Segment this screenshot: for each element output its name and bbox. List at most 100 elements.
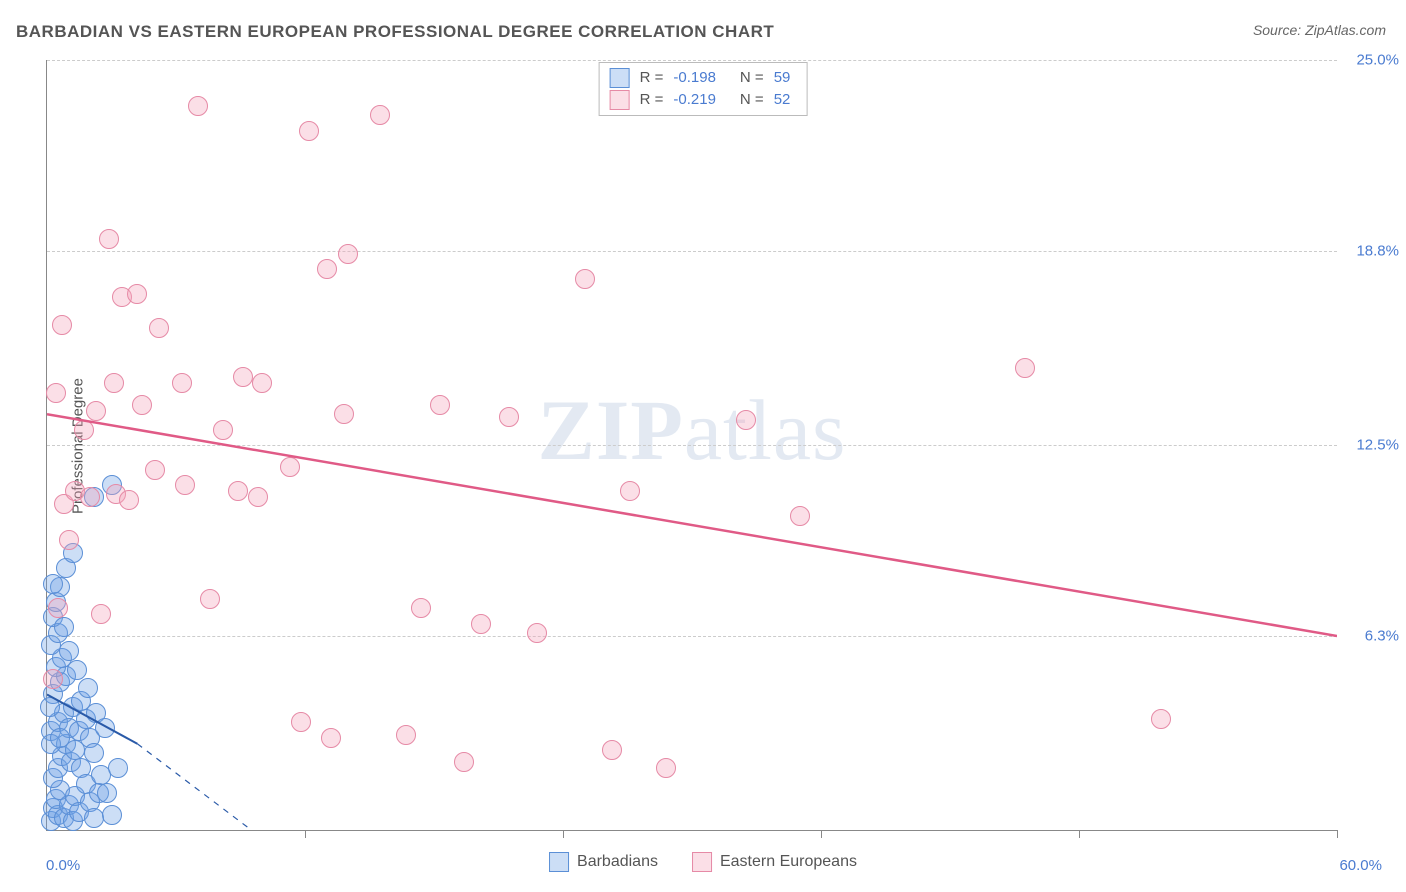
- legend-r-value: -0.198: [673, 67, 716, 89]
- data-point: [132, 395, 152, 415]
- x-axis-min-label: 0.0%: [46, 857, 80, 874]
- data-point: [48, 598, 68, 618]
- legend-n-label: N =: [740, 89, 764, 111]
- y-tick-label: 18.8%: [1356, 242, 1399, 259]
- series-legend-item: Barbadians: [549, 852, 658, 872]
- data-point: [656, 758, 676, 778]
- data-point: [102, 805, 122, 825]
- x-tick: [563, 830, 564, 838]
- data-point: [40, 697, 60, 717]
- gridline: [47, 251, 1337, 252]
- data-point: [790, 506, 810, 526]
- data-point: [78, 678, 98, 698]
- y-tick-label: 6.3%: [1365, 627, 1399, 644]
- series-name: Barbadians: [577, 853, 658, 871]
- watermark-zip: ZIP: [538, 382, 684, 478]
- y-tick-label: 25.0%: [1356, 52, 1399, 69]
- data-point: [200, 589, 220, 609]
- data-point: [145, 460, 165, 480]
- data-point: [454, 752, 474, 772]
- x-tick: [821, 830, 822, 838]
- data-point: [370, 105, 390, 125]
- data-point: [213, 420, 233, 440]
- gridline: [47, 445, 1337, 446]
- data-point: [188, 96, 208, 116]
- watermark-atlas: atlas: [684, 382, 847, 478]
- data-point: [50, 728, 70, 748]
- data-point: [280, 457, 300, 477]
- data-point: [74, 420, 94, 440]
- legend-swatch: [610, 68, 630, 88]
- data-point: [86, 401, 106, 421]
- source-label: Source: ZipAtlas.com: [1253, 22, 1386, 38]
- x-tick: [1079, 830, 1080, 838]
- data-point: [736, 410, 756, 430]
- data-point: [52, 315, 72, 335]
- series-legend-item: Eastern Europeans: [692, 852, 857, 872]
- data-point: [248, 487, 268, 507]
- data-point: [97, 783, 117, 803]
- legend-r-value: -0.219: [673, 89, 716, 111]
- legend-n-label: N =: [740, 67, 764, 89]
- gridline: [47, 636, 1337, 637]
- data-point: [620, 481, 640, 501]
- data-point: [471, 614, 491, 634]
- data-point: [338, 244, 358, 264]
- data-point: [59, 641, 79, 661]
- data-point: [149, 318, 169, 338]
- data-point: [59, 530, 79, 550]
- data-point: [228, 481, 248, 501]
- legend-swatch: [610, 90, 630, 110]
- data-point: [321, 728, 341, 748]
- data-point: [43, 669, 63, 689]
- data-point: [527, 623, 547, 643]
- data-point: [119, 490, 139, 510]
- legend-r-label: R =: [640, 67, 664, 89]
- data-point: [430, 395, 450, 415]
- data-point: [1151, 709, 1171, 729]
- legend-row: R = -0.198 N = 59: [610, 67, 791, 89]
- data-point: [252, 373, 272, 393]
- x-tick: [1337, 830, 1338, 838]
- chart-title: BARBADIAN VS EASTERN EUROPEAN PROFESSION…: [16, 22, 774, 42]
- data-point: [317, 259, 337, 279]
- data-point: [99, 229, 119, 249]
- data-point: [108, 758, 128, 778]
- series-legend: Barbadians Eastern Europeans: [549, 852, 857, 872]
- data-point: [411, 598, 431, 618]
- x-axis-max-label: 60.0%: [1339, 857, 1382, 874]
- legend-r-label: R =: [640, 89, 664, 111]
- legend-swatch: [692, 852, 712, 872]
- data-point: [291, 712, 311, 732]
- data-point: [95, 718, 115, 738]
- data-point: [334, 404, 354, 424]
- data-point: [67, 660, 87, 680]
- x-tick: [305, 830, 306, 838]
- data-point: [1015, 358, 1035, 378]
- data-point: [396, 725, 416, 745]
- data-point: [54, 617, 74, 637]
- data-point: [84, 743, 104, 763]
- y-tick-label: 12.5%: [1356, 437, 1399, 454]
- legend-n-value: 52: [774, 89, 791, 111]
- gridline: [47, 60, 1337, 61]
- data-point: [80, 487, 100, 507]
- legend-n-value: 59: [774, 67, 791, 89]
- data-point: [172, 373, 192, 393]
- data-point: [499, 407, 519, 427]
- legend-swatch: [549, 852, 569, 872]
- legend-row: R = -0.219 N = 52: [610, 89, 791, 111]
- plot-area: ZIPatlas 6.3%12.5%18.8%25.0%: [46, 60, 1337, 831]
- data-point: [602, 740, 622, 760]
- data-point: [46, 383, 66, 403]
- data-point: [91, 604, 111, 624]
- data-point: [127, 284, 147, 304]
- series-name: Eastern Europeans: [720, 853, 857, 871]
- data-point: [175, 475, 195, 495]
- data-point: [233, 367, 253, 387]
- data-point: [575, 269, 595, 289]
- data-point: [104, 373, 124, 393]
- correlation-legend: R = -0.198 N = 59 R = -0.219 N = 52: [599, 62, 808, 116]
- watermark: ZIPatlas: [538, 380, 847, 480]
- data-point: [299, 121, 319, 141]
